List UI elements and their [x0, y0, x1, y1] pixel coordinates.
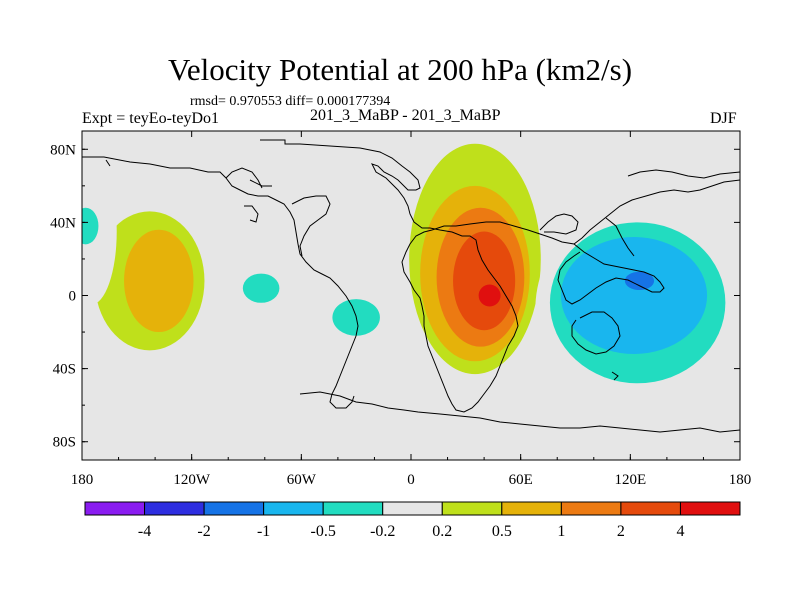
colorbar-label: 0.5 [492, 523, 512, 540]
colorbar-label: 1 [557, 523, 565, 540]
field-atlantic-negative-outer [242, 207, 360, 384]
x-tick-label: 120E [614, 472, 646, 488]
coastline-americas [82, 156, 359, 409]
y-tick-label: 80N [50, 142, 76, 158]
coastline-asia [431, 169, 740, 305]
field-atlantic-negative-west [242, 273, 280, 303]
field-pacific-negative-min [624, 271, 655, 291]
colorbar-swatch [501, 501, 562, 516]
field-africa-positive-2 [453, 231, 516, 331]
coastlines [82, 139, 740, 433]
field-dateline-negative-core [82, 207, 99, 245]
colorbar-swatch [322, 501, 384, 516]
y-axis: 80N 40N 0 40S 80S [50, 142, 740, 451]
colorbar-label: -2 [197, 523, 210, 540]
colorbar-swatch [441, 501, 503, 516]
rmsd-diff-stats: rmsd= 0.970553 diff= 0.000177394 [190, 94, 391, 109]
y-tick-label: 40S [53, 362, 76, 378]
colorbar-swatch [144, 501, 205, 516]
field-layers [82, 143, 740, 451]
x-tick-label: 180 [71, 472, 94, 488]
colorbar: -4 -2 -1 -0.5 -0.2 0.2 0.5 1 2 4 [84, 501, 741, 540]
runs-label: 201_3_MaBP - 201_3_MaBP [310, 107, 501, 124]
colorbar-label: -0.2 [370, 523, 395, 540]
y-tick-label: 80S [53, 435, 76, 451]
x-tick-label: 120W [173, 472, 211, 488]
x-tick-label: 180 [729, 472, 752, 488]
field-africa-positive-max [478, 284, 501, 307]
colorbar-swatch [263, 501, 324, 516]
coastline-europe-africa [260, 139, 519, 413]
colorbar-label: 2 [617, 523, 625, 540]
coastline-antarctica [299, 391, 740, 433]
x-tick-label: 60W [287, 472, 317, 488]
colorbar-swatch [679, 501, 741, 516]
colorbar-swatch [84, 501, 146, 516]
colorbar-swatch [382, 501, 443, 516]
colorbar-swatch [560, 501, 622, 516]
field-antarctic-negative [82, 407, 558, 451]
field-pacific-negative-1 [560, 237, 708, 354]
x-axis: 180 120W 60W 0 60E 120E 180 [71, 131, 752, 488]
colorbar-label: 0.2 [432, 523, 452, 540]
colorbar-swatch [203, 501, 265, 516]
colorbar-label: 4 [676, 523, 684, 540]
y-tick-label: 40N [50, 215, 76, 231]
chart-title: Velocity Potential at 200 hPa (km2/s) [167, 52, 633, 87]
experiment-label: Expt = teyEo-teyDo1 [82, 110, 219, 127]
field-pacific-positive-core [124, 229, 194, 333]
colorbar-label: -4 [138, 523, 151, 540]
colorbar-label: -1 [257, 523, 270, 540]
coastline-australia [571, 311, 621, 381]
field-dateline-negative-west [82, 158, 117, 305]
x-tick-label: 60E [509, 472, 533, 488]
y-tick-label: 0 [69, 289, 77, 305]
colorbar-swatch [620, 501, 681, 516]
season-label: DJF [710, 110, 737, 127]
colorbar-label: -0.5 [311, 523, 336, 540]
x-tick-label: 0 [407, 472, 415, 488]
